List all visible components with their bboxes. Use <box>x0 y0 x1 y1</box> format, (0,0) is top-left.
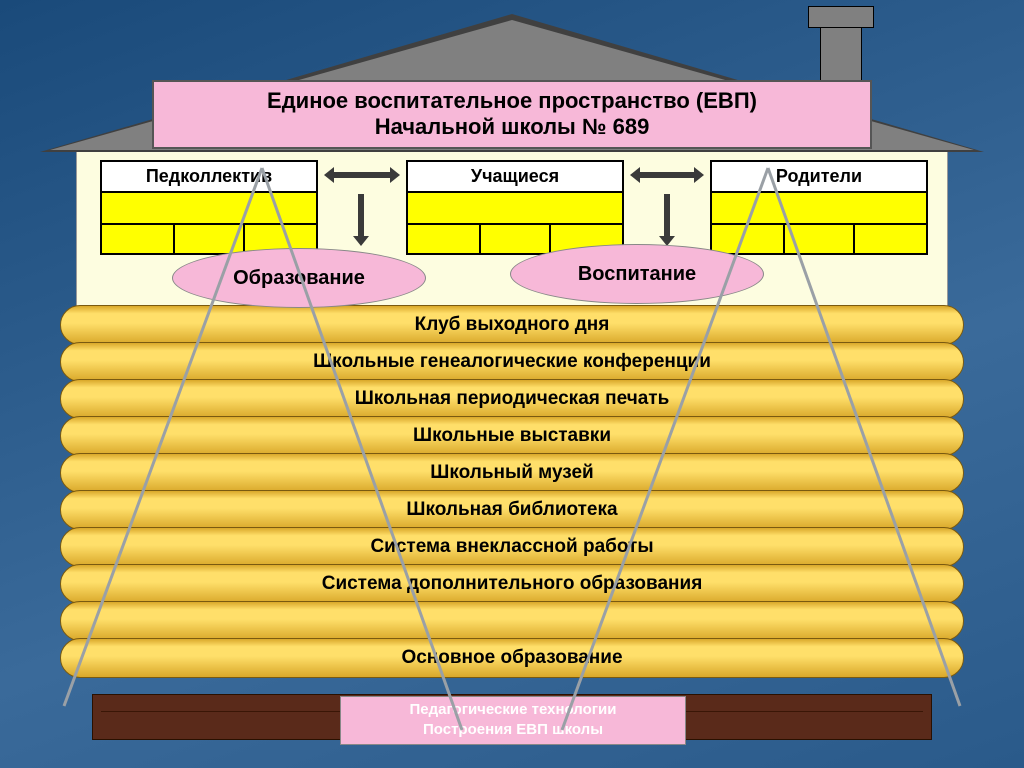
footer-line1: Педагогические технологии <box>341 700 685 720</box>
arrow-h-1 <box>640 172 694 178</box>
ellipse-0: Образование <box>172 248 426 308</box>
panel-header: Родители <box>712 162 926 193</box>
log-row: Школьные генеалогические конференции <box>60 342 964 382</box>
panel-body <box>102 193 316 253</box>
title-box: Единое воспитательное пространство (ЕВП)… <box>152 80 872 149</box>
footer-box: Педагогические технологии Построения ЕВП… <box>340 696 686 745</box>
panel-body <box>408 193 622 253</box>
panel-header: Учащиеся <box>408 162 622 193</box>
panel-body <box>712 193 926 253</box>
diagram-canvas: Единое воспитательное пространство (ЕВП)… <box>0 0 1024 768</box>
arrow-h-0 <box>334 172 390 178</box>
log-row: Основное образование <box>60 638 964 678</box>
panel-2: Родители <box>710 160 928 255</box>
log-row: Система дополнительного образования <box>60 564 964 604</box>
ellipse-1: Воспитание <box>510 244 764 304</box>
title-line2: Начальной школы № 689 <box>164 114 860 140</box>
logs-stack: Клуб выходного дняШкольные генеалогическ… <box>60 308 964 678</box>
panel-1: Учащиеся <box>406 160 624 255</box>
arrow-down-1 <box>664 194 670 236</box>
panel-0: Педколлектив <box>100 160 318 255</box>
log-row: Школьные выставки <box>60 416 964 456</box>
log-row: Клуб выходного дня <box>60 305 964 345</box>
arrow-down-0 <box>358 194 364 236</box>
footer-line2: Построения ЕВП школы <box>341 720 685 740</box>
panel-header: Педколлектив <box>102 162 316 193</box>
log-row: Школьная периодическая печать <box>60 379 964 419</box>
title-line1: Единое воспитательное пространство (ЕВП) <box>164 88 860 114</box>
log-row: Школьная библиотека <box>60 490 964 530</box>
log-row: Школьный музей <box>60 453 964 493</box>
log-row: Система внеклассной работы <box>60 527 964 567</box>
log-row <box>60 601 964 641</box>
